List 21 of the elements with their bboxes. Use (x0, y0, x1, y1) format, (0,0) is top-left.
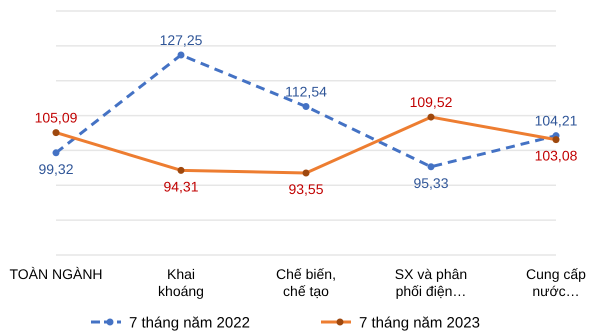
data-label: 93,55 (288, 181, 324, 197)
data-label: 112,54 (285, 84, 328, 100)
data-label: 127,25 (160, 32, 203, 48)
x-tick-label: Chế biến, chế tạo (276, 266, 336, 299)
data-label: 105,09 (34, 110, 78, 126)
point (52, 149, 60, 156)
data-label: 104,21 (534, 112, 578, 129)
data-label: 94,31 (163, 178, 199, 194)
data-label: 109,52 (410, 94, 453, 110)
point (428, 163, 434, 170)
point (302, 103, 310, 110)
data-label: 95,33 (413, 174, 449, 191)
x-tick-label: SX và phân phối điện… (394, 266, 468, 299)
x-tick-label: Khai khoáng (158, 266, 204, 299)
x-tick-label: Cung cấp nước… (526, 266, 586, 299)
legend-label: 7 tháng năm 2022 (129, 314, 250, 332)
data-label: 99,32 (38, 160, 74, 177)
point (178, 52, 184, 58)
legend-label: 7 tháng năm 2023 (359, 314, 480, 332)
x-tick-label: TOÀN NGÀNH (9, 266, 103, 282)
data-label: 103,08 (534, 148, 578, 164)
